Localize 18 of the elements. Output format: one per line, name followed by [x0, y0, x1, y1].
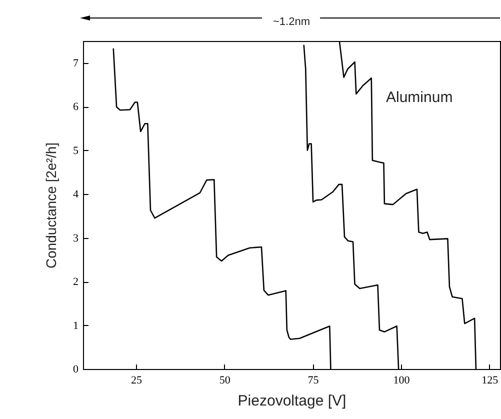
- x-tick-label: 125: [482, 374, 499, 386]
- y-tick-label: 1: [73, 320, 78, 332]
- x-axis-title: Piezovoltage [V]: [238, 392, 346, 410]
- y-tick-label: 0: [73, 364, 79, 376]
- y-tick-label: 6: [73, 101, 79, 114]
- x-tick-label: 25: [131, 374, 143, 386]
- annotation: Aluminum: [386, 89, 453, 106]
- y-tick-label: 7: [73, 57, 79, 70]
- x-tick-label: 75: [308, 374, 320, 386]
- y-tick-label: 5: [73, 144, 79, 157]
- x-tick-label: 50: [219, 374, 231, 386]
- y-tick-label: 2: [73, 276, 78, 288]
- y-tick-label: 3: [73, 232, 79, 244]
- y-tick-label: 4: [73, 188, 79, 201]
- line-series: [112, 48, 332, 369]
- y-axis-title: Conductance [2e²/h]: [43, 142, 59, 269]
- text: ~1.2nm: [273, 16, 310, 28]
- x-tick-label: 100: [393, 374, 410, 386]
